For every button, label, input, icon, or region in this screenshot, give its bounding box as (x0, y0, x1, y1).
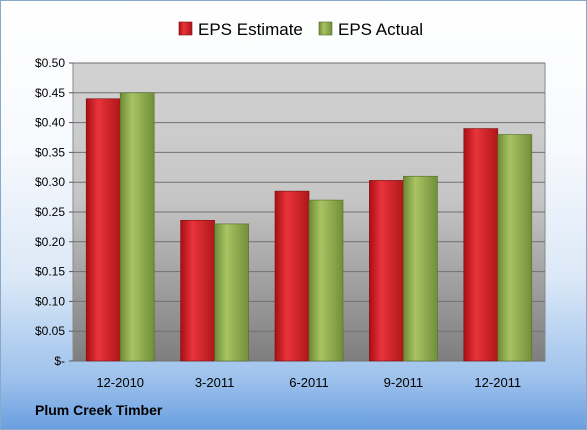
bar-eps-estimate-12-2011 (463, 128, 499, 362)
y-tick-label: $0.15 (35, 265, 65, 279)
bar-eps-estimate-6-2011 (274, 190, 310, 362)
legend-swatch-eps-estimate (178, 21, 193, 36)
y-tick-label: $0.40 (35, 116, 65, 130)
bar-eps-actual-12-2011 (497, 134, 533, 362)
bar-eps-estimate-12-2010 (85, 98, 121, 362)
legend-label: EPS Estimate (198, 20, 303, 39)
bar-eps-estimate-3-2011 (180, 220, 215, 362)
bars (85, 92, 533, 362)
y-axis: $- $0.05 $0.10 $0.15 $0.20 $0.25 $0.30 $0.35 $0.… (35, 56, 73, 368)
y-tick-label: $0.05 (35, 324, 65, 338)
bar-eps-actual-12-2010 (119, 92, 155, 362)
x-tick-label: 12-2011 (474, 375, 521, 390)
bar-eps-actual-3-2011 (214, 223, 249, 362)
x-axis: 12-2010 3-2011 6-2011 9-2011 12-2011 (96, 375, 521, 390)
y-tick-label: $0.35 (35, 145, 65, 159)
y-tick-label: $0.45 (35, 86, 65, 100)
bar-eps-actual-6-2011 (308, 199, 344, 362)
company-name: Plum Creek Timber (35, 402, 163, 418)
y-tick-label: $0.25 (35, 205, 65, 219)
legend: EPS Estimate EPS Actual (178, 20, 423, 39)
y-tick-label: $0.30 (35, 175, 65, 189)
bar-eps-actual-9-2011 (403, 175, 438, 362)
x-tick-label: 6-2011 (289, 375, 329, 390)
bar-eps-estimate-9-2011 (369, 180, 404, 362)
y-tick-label: $- (54, 354, 65, 368)
y-tick-label: $0.50 (35, 56, 65, 70)
x-tick-label: 3-2011 (195, 375, 235, 390)
y-tick-label: $0.20 (35, 235, 65, 249)
x-tick-label: 12-2010 (96, 375, 144, 390)
x-tick-label: 9-2011 (384, 375, 424, 390)
legend-swatch-eps-actual (318, 21, 333, 36)
legend-label: EPS Actual (338, 20, 423, 39)
y-tick-label: $0.10 (35, 294, 65, 308)
